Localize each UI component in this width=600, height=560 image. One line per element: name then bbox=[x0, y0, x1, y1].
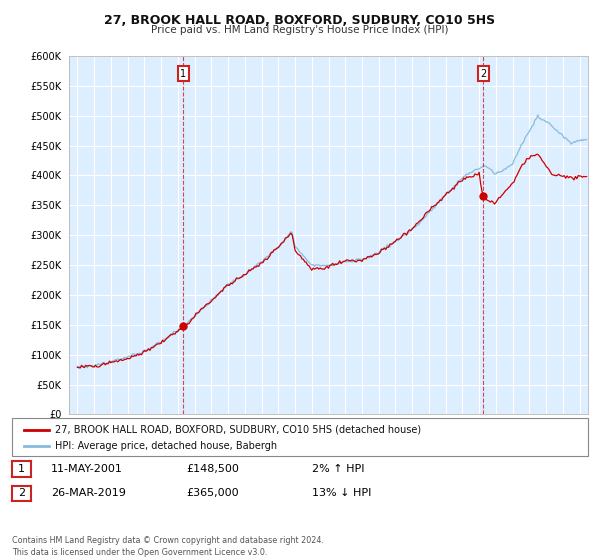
Text: 27, BROOK HALL ROAD, BOXFORD, SUDBURY, CO10 5HS: 27, BROOK HALL ROAD, BOXFORD, SUDBURY, C… bbox=[104, 14, 496, 27]
Text: Contains HM Land Registry data © Crown copyright and database right 2024.
This d: Contains HM Land Registry data © Crown c… bbox=[12, 536, 324, 557]
Text: £148,500: £148,500 bbox=[186, 464, 239, 474]
Text: HPI: Average price, detached house, Babergh: HPI: Average price, detached house, Babe… bbox=[55, 441, 277, 451]
Text: 2: 2 bbox=[480, 69, 487, 79]
Text: £365,000: £365,000 bbox=[186, 488, 239, 498]
FancyBboxPatch shape bbox=[12, 418, 588, 456]
Text: 13% ↓ HPI: 13% ↓ HPI bbox=[312, 488, 371, 498]
Text: Price paid vs. HM Land Registry's House Price Index (HPI): Price paid vs. HM Land Registry's House … bbox=[151, 25, 449, 35]
Text: 2% ↑ HPI: 2% ↑ HPI bbox=[312, 464, 365, 474]
Text: 2: 2 bbox=[18, 488, 25, 498]
Text: 11-MAY-2001: 11-MAY-2001 bbox=[51, 464, 123, 474]
Text: 26-MAR-2019: 26-MAR-2019 bbox=[51, 488, 126, 498]
Text: 1: 1 bbox=[18, 464, 25, 474]
Text: 27, BROOK HALL ROAD, BOXFORD, SUDBURY, CO10 5HS (detached house): 27, BROOK HALL ROAD, BOXFORD, SUDBURY, C… bbox=[55, 424, 421, 435]
Text: 1: 1 bbox=[181, 69, 187, 79]
